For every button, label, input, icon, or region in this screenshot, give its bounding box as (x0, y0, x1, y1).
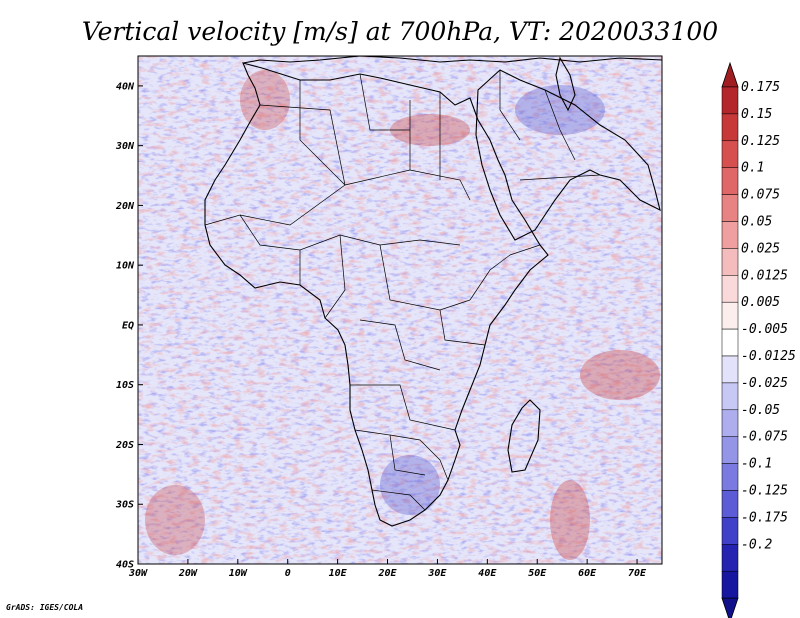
colorbar-label: 0.125 (741, 134, 780, 149)
colorbar-swatch (721, 221, 739, 249)
colorbar-swatch (721, 570, 739, 599)
colorbar-label: 0.05 (741, 215, 772, 230)
europe-coastline (242, 56, 662, 64)
map-field (138, 56, 662, 564)
lon-tick-label: 20E (377, 568, 397, 579)
colorbar-swatch (721, 436, 739, 464)
colorbar-label: -0.2 (741, 537, 772, 552)
lon-tick-label: 40E (478, 568, 497, 579)
caspian-coastline (555, 56, 576, 112)
colorbar-label: -0.125 (741, 484, 788, 499)
colorbar-label: 0.1 (741, 161, 764, 176)
lat-tick-label: 10S (116, 380, 134, 391)
colorbar-swatch (721, 140, 739, 168)
lon-tick-label: 30W (128, 568, 148, 579)
colorbar-bottom-arrow (721, 597, 739, 618)
descent-region-southern-africa (380, 455, 440, 515)
country-borders (204, 70, 601, 511)
lon-tick-label: 30E (427, 568, 447, 579)
colorbar-swatch (721, 382, 739, 411)
lat-tick-label: 30S (115, 500, 134, 511)
colorbar-swatch (721, 248, 739, 276)
colorbar-label: -0.005 (741, 322, 788, 337)
lon-tick-label: 0 (285, 568, 291, 579)
colorbar-label: 0.005 (741, 295, 780, 310)
descent-region-middle-east (515, 85, 605, 135)
ascent-region-morocco (240, 70, 290, 130)
lat-tick-label: 10N (116, 261, 135, 272)
chart-title: Vertical velocity [m/s] at 700hPa, VT: 2… (82, 17, 718, 46)
arabia-coastline (475, 69, 661, 241)
vertical-velocity-field (138, 56, 662, 564)
lon-tick-label: 10E (329, 568, 348, 579)
colorbar-swatch (721, 409, 739, 437)
lat-tick-label: 40S (116, 560, 134, 571)
colorbar-label: 0.15 (741, 107, 772, 122)
colorbar-swatch (721, 517, 739, 545)
colorbar-label: -0.175 (741, 510, 788, 525)
ascent-region-south-atlantic (145, 485, 205, 555)
colorbar-label: -0.0125 (741, 349, 796, 364)
colorbar-label: 0.025 (741, 241, 780, 256)
colorbar-swatch (721, 113, 739, 142)
colorbar-swatch (721, 328, 739, 357)
colorbar-label: -0.025 (741, 376, 788, 391)
colorbar-swatch (721, 86, 739, 115)
colorbar-label: 0.175 (741, 80, 780, 95)
colorbar-label: -0.05 (741, 403, 780, 418)
colorbar-label: -0.075 (741, 430, 788, 445)
lon-tick-label: 20W (178, 568, 198, 579)
lon-tick-label: 60E (578, 568, 597, 579)
lat-tick-label: 20S (115, 440, 134, 451)
longitude-axis: 30W 20W 10W 0 10E 20E 30E 40E 50E 60E 70E (128, 559, 647, 579)
colorbar-swatch (721, 355, 739, 384)
madagascar-coastline (507, 399, 541, 473)
plot-frame (137, 55, 663, 565)
colorbar-label: 0.075 (741, 188, 780, 203)
colorbar-swatch (721, 194, 739, 222)
lon-tick-label: 10W (229, 568, 248, 579)
lat-tick-label: EQ (122, 320, 134, 331)
lon-tick-label: 50E (528, 568, 547, 579)
latitude-axis: 40N 30N 20N 10N EQ 10S 20S 30S 40S (115, 81, 143, 571)
colorbar-label: 0.0125 (741, 268, 788, 283)
colorbar-swatch (721, 301, 739, 330)
ascent-region-south-indian (550, 480, 590, 560)
colorbar-swatch (721, 275, 739, 303)
grads-credit: GrADS: IGES/COLA (6, 603, 83, 612)
colorbar-swatch (721, 544, 739, 572)
colorbar-swatch (721, 490, 739, 518)
colorbar-swatch (721, 167, 739, 195)
colorbar-top-arrow (721, 61, 739, 88)
lon-tick-label: 70E (628, 568, 647, 579)
lat-tick-label: 40N (116, 81, 135, 92)
lat-tick-label: 20N (115, 201, 135, 212)
colorbar: 0.175 0.15 0.125 0.1 0.075 0.05 0.025 0.0125 0.0… (721, 61, 796, 618)
ascent-region-indian-ocean (580, 350, 660, 400)
colorbar-swatch (721, 463, 739, 491)
lat-tick-label: 30N (115, 141, 135, 152)
colorbar-label: -0.1 (741, 457, 772, 472)
